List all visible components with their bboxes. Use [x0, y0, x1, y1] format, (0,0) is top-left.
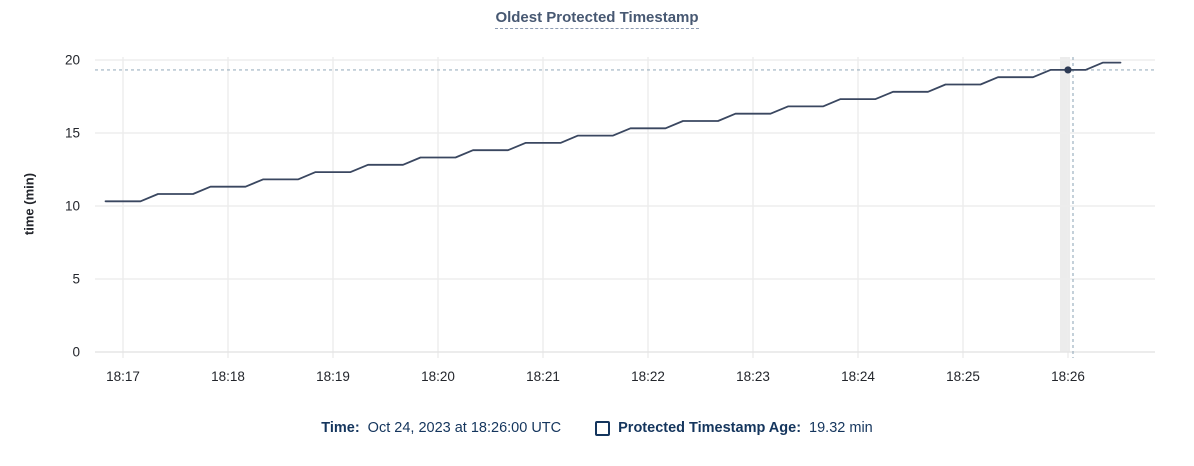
x-tick-label: 18:20	[421, 369, 455, 384]
x-tick-label: 18:18	[211, 369, 245, 384]
y-tick-label: 5	[72, 272, 80, 287]
x-tick-label: 18:21	[526, 369, 560, 384]
legend-series-value: 19.32 min	[809, 420, 873, 436]
x-tick-label: 18:19	[316, 369, 350, 384]
hover-point	[1064, 66, 1072, 74]
series-line	[104, 61, 1122, 203]
x-tick-label: 18:26	[1051, 369, 1085, 384]
legend-time-value: Oct 24, 2023 at 18:26:00 UTC	[367, 420, 562, 436]
chart-title-row: Oldest Protected Timestamp	[0, 9, 1194, 29]
legend-series-label: Protected Timestamp Age:	[618, 420, 802, 436]
y-tick-label: 15	[65, 126, 80, 141]
y-tick-label: 20	[65, 53, 80, 68]
x-tick-label: 18:23	[736, 369, 770, 384]
x-tick-label: 18:17	[106, 369, 140, 384]
chart-legend: Time: Oct 24, 2023 at 18:26:00 UTC Prote…	[0, 420, 1194, 436]
x-tick-label: 18:25	[946, 369, 980, 384]
x-tick-label: 18:22	[631, 369, 665, 384]
x-tick-label: 18:24	[841, 369, 875, 384]
line-chart[interactable]: 18:17 18:18 18:19 18:20 18:21 18:22 18:23 18:24…	[0, 0, 1194, 400]
hover-band	[1060, 57, 1070, 352]
y-axis-label: time (min)	[21, 172, 37, 236]
chart-title[interactable]: Oldest Protected Timestamp	[495, 9, 699, 29]
y-tick-label: 0	[72, 345, 80, 360]
series-toggle-checkbox-icon[interactable]	[595, 420, 611, 436]
y-tick-label: 10	[65, 199, 80, 214]
legend-time-label: Time:	[321, 420, 360, 436]
